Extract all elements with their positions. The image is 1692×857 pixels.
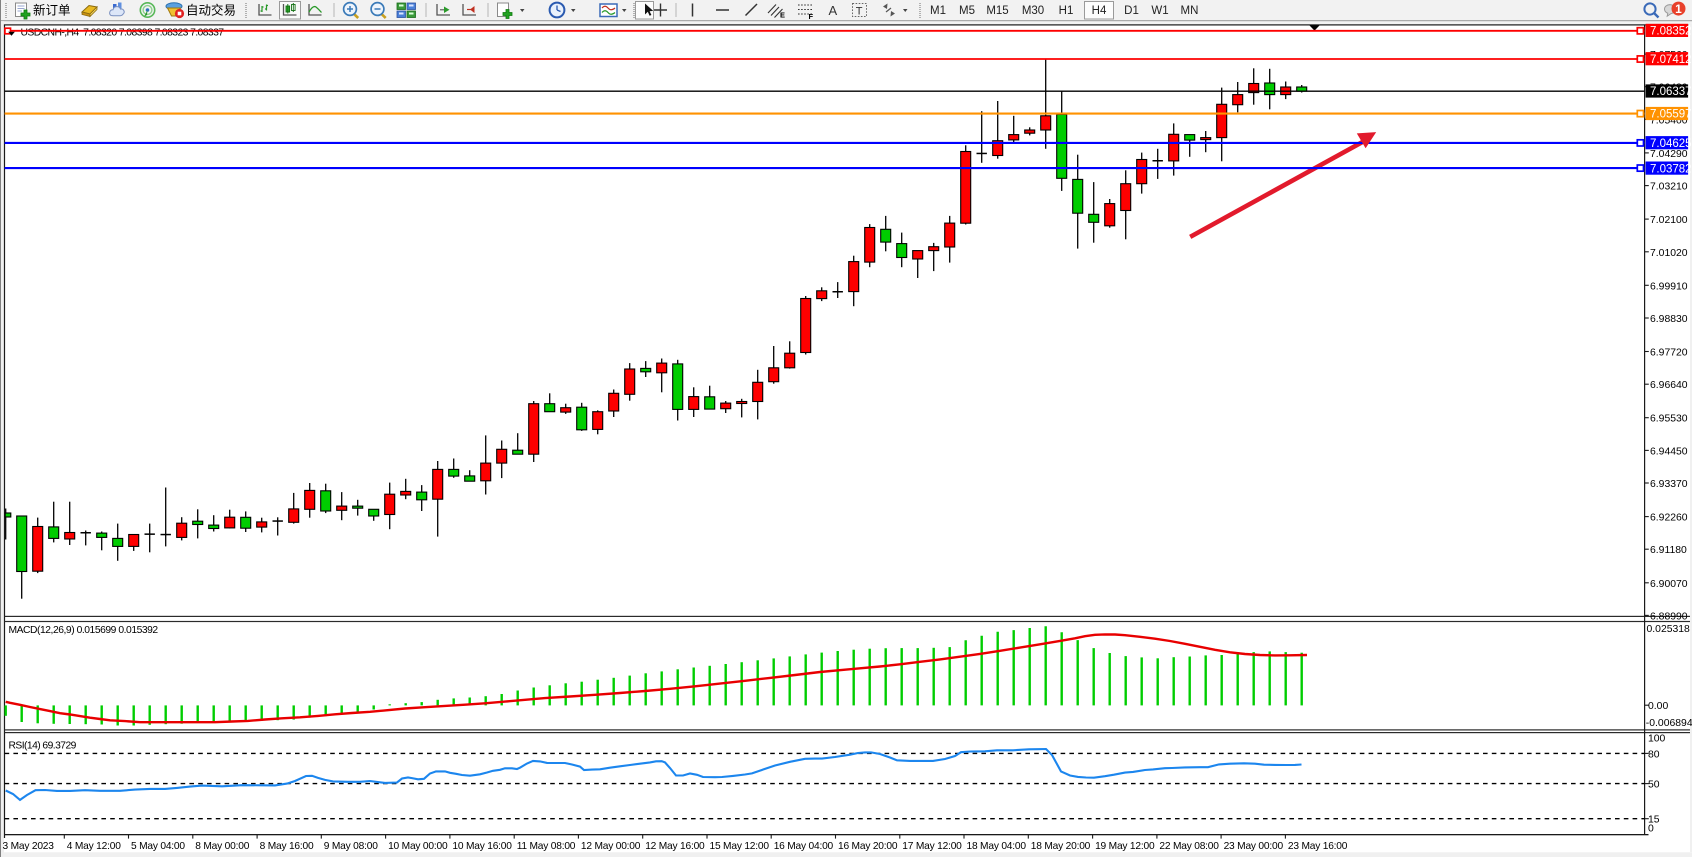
svg-text:A: A [829, 3, 838, 18]
svg-text:6.99910: 6.99910 [1650, 281, 1688, 292]
svg-text:7.07412: 7.07412 [1650, 54, 1692, 66]
svg-text:M15: M15 [986, 5, 1008, 17]
svg-text:22 May 08:00: 22 May 08:00 [1159, 841, 1219, 852]
svg-text:7.05400: 7.05400 [1650, 115, 1688, 126]
svg-text:W1: W1 [1151, 5, 1168, 17]
svg-text:7.04290: 7.04290 [1650, 149, 1688, 160]
svg-text:M30: M30 [1022, 5, 1044, 17]
svg-text:8 May 00:00: 8 May 00:00 [195, 841, 249, 852]
svg-text:0.00: 0.00 [1648, 701, 1668, 712]
svg-text:MN: MN [1181, 5, 1199, 17]
svg-text:H4: H4 [1092, 5, 1107, 17]
svg-text:18 May 20:00: 18 May 20:00 [1031, 841, 1091, 852]
svg-text:7.01020: 7.01020 [1650, 248, 1688, 259]
svg-text:6.96640: 6.96640 [1650, 380, 1688, 391]
svg-text:0.025318: 0.025318 [1647, 624, 1691, 635]
svg-text:15 May 12:00: 15 May 12:00 [710, 841, 770, 852]
svg-text:16 May 20:00: 16 May 20:00 [838, 841, 898, 852]
svg-text:7.03782: 7.03782 [1650, 163, 1692, 175]
svg-text:4 May 12:00: 4 May 12:00 [67, 841, 121, 852]
svg-text:F: F [809, 12, 814, 21]
svg-text:RSI(14) 69.3729: RSI(14) 69.3729 [9, 741, 77, 752]
svg-text:自动交易: 自动交易 [186, 3, 236, 18]
svg-text:7.04625: 7.04625 [1650, 138, 1692, 150]
svg-text:10 May 00:00: 10 May 00:00 [388, 841, 448, 852]
svg-text:5 May 04:00: 5 May 04:00 [131, 841, 185, 852]
svg-text:6.95530: 6.95530 [1650, 414, 1688, 425]
svg-text:MACD(12,26,9) 0.015699 0.01539: MACD(12,26,9) 0.015699 0.015392 [9, 625, 159, 636]
svg-text:D1: D1 [1124, 5, 1139, 17]
svg-text:6.91180: 6.91180 [1650, 545, 1687, 556]
svg-text:3 May 2023: 3 May 2023 [3, 841, 55, 852]
svg-text:15: 15 [1648, 815, 1660, 826]
svg-text:E: E [780, 11, 785, 20]
svg-text:12 May 16:00: 12 May 16:00 [645, 841, 705, 852]
svg-text:T: T [856, 6, 863, 18]
svg-text:18 May 04:00: 18 May 04:00 [967, 841, 1027, 852]
svg-text:8 May 16:00: 8 May 16:00 [260, 841, 314, 852]
svg-text:USDCNH-,H4 7.08320 7.08398 7.: USDCNH-,H4 7.08320 7.08398 7.08323 7.083… [21, 28, 225, 39]
svg-text:新订单: 新订单 [33, 3, 71, 18]
svg-text:6.94450: 6.94450 [1650, 446, 1688, 457]
svg-text:6.97720: 6.97720 [1650, 348, 1688, 359]
svg-text:10 May 16:00: 10 May 16:00 [452, 841, 512, 852]
svg-text:23 May 16:00: 23 May 16:00 [1288, 841, 1348, 852]
svg-text:7.08352: 7.08352 [1650, 26, 1692, 38]
svg-text:1: 1 [1675, 2, 1682, 16]
svg-text:0: 0 [1648, 824, 1654, 835]
svg-text:23 May 00:00: 23 May 00:00 [1224, 841, 1284, 852]
svg-text:7.05597: 7.05597 [1650, 109, 1692, 121]
svg-text:6.92260: 6.92260 [1650, 513, 1688, 524]
svg-text:80: 80 [1648, 749, 1660, 760]
svg-text:6.93370: 6.93370 [1650, 479, 1688, 490]
svg-text:M1: M1 [930, 5, 946, 17]
svg-text:9 May 08:00: 9 May 08:00 [324, 841, 378, 852]
svg-text:11 May 08:00: 11 May 08:00 [517, 841, 576, 852]
svg-text:M5: M5 [959, 5, 975, 17]
svg-text:50: 50 [1648, 780, 1660, 791]
svg-text:H1: H1 [1059, 5, 1074, 17]
svg-text:7.06337: 7.06337 [1650, 86, 1692, 98]
svg-text:-0.006894: -0.006894 [1646, 718, 1692, 729]
svg-text:6.98830: 6.98830 [1650, 314, 1688, 325]
svg-text:6.90070: 6.90070 [1650, 579, 1688, 590]
svg-text:16 May 04:00: 16 May 04:00 [774, 841, 834, 852]
svg-text:19 May 12:00: 19 May 12:00 [1095, 841, 1155, 852]
svg-text:12 May 00:00: 12 May 00:00 [581, 841, 641, 852]
svg-text:7.03210: 7.03210 [1650, 182, 1688, 193]
svg-text:7.02100: 7.02100 [1650, 215, 1688, 226]
svg-text:100: 100 [1648, 733, 1666, 744]
svg-text:17 May 12:00: 17 May 12:00 [902, 841, 962, 852]
svg-text:6.88990: 6.88990 [1650, 611, 1688, 622]
